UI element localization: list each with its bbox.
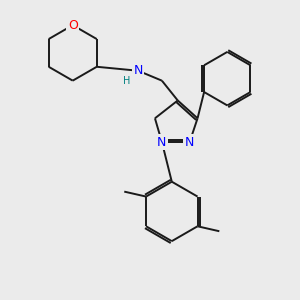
Text: H: H xyxy=(122,76,130,85)
Text: N: N xyxy=(185,136,194,148)
Text: N: N xyxy=(134,64,143,77)
Text: O: O xyxy=(68,19,78,32)
Text: N: N xyxy=(157,136,167,148)
